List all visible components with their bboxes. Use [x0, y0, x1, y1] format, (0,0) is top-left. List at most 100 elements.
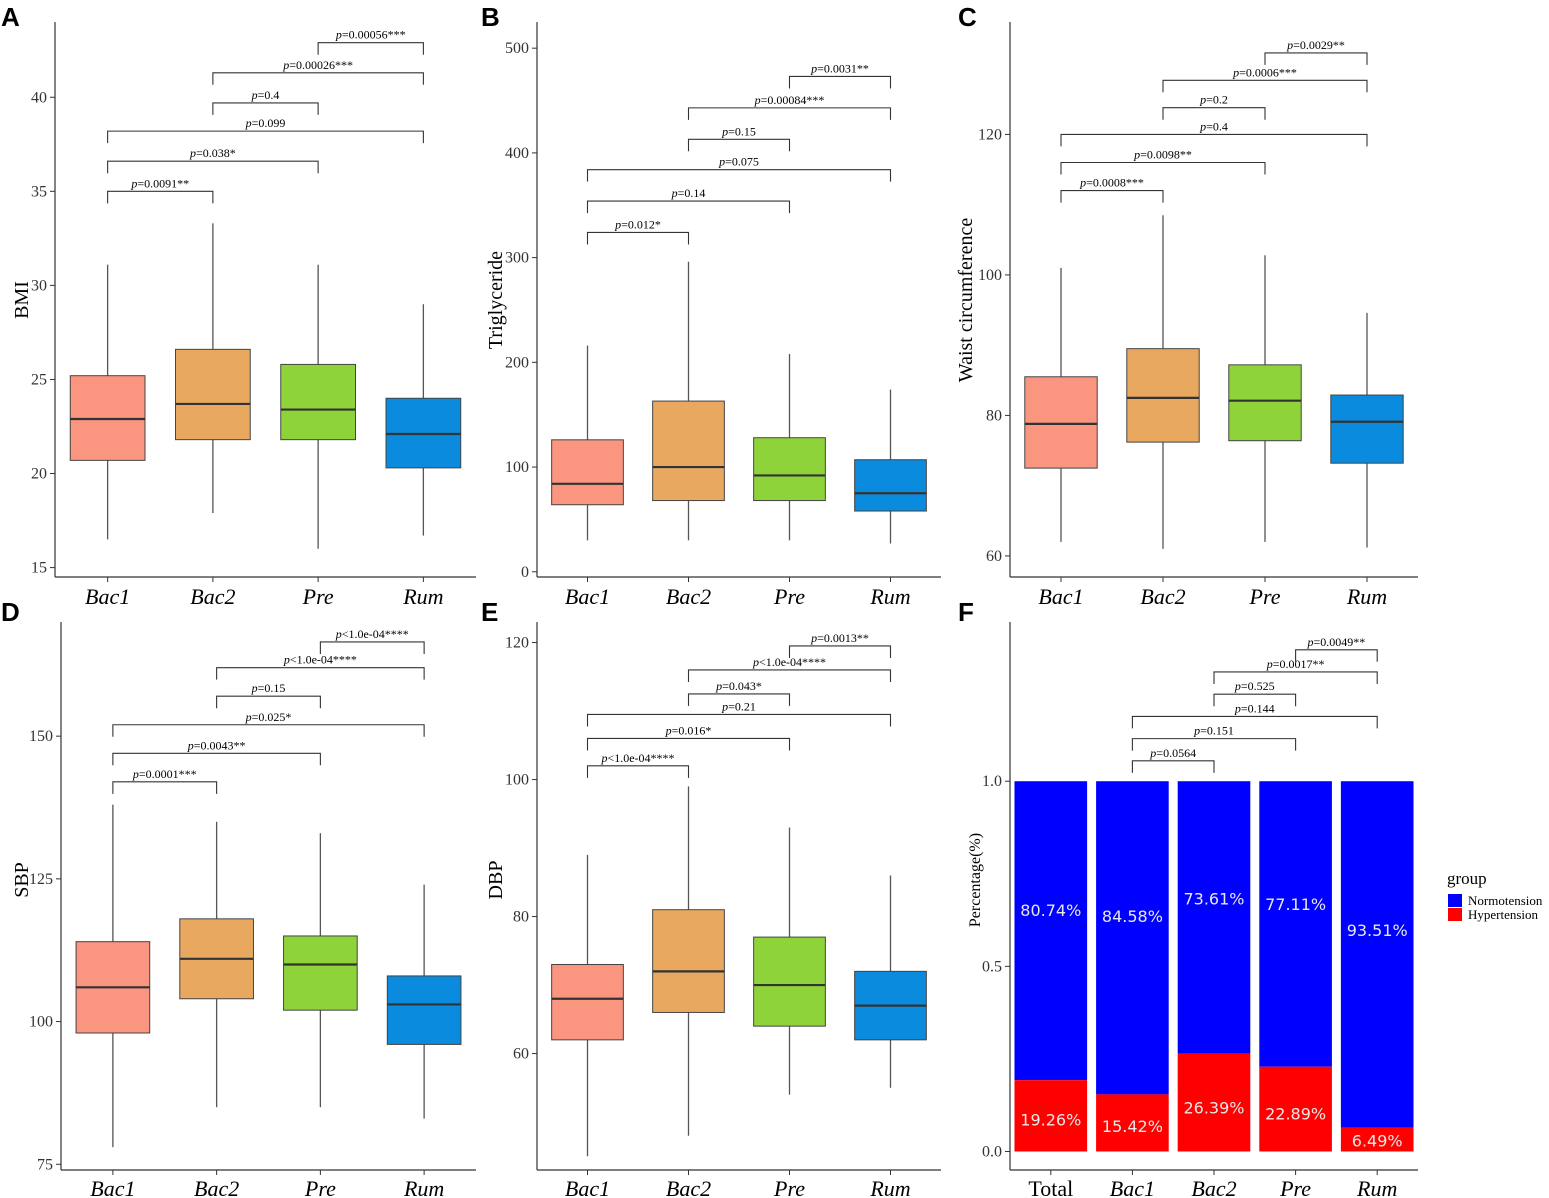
p-symbol: p	[1286, 38, 1293, 52]
p-symbol: p	[1133, 148, 1140, 162]
significance-bracket	[1060, 161, 1266, 175]
p-value-label: p=0.0564	[1149, 746, 1196, 760]
p-value-label: p=0.21	[721, 699, 756, 713]
x-tick-label: Bac1	[565, 584, 610, 609]
significance-bracket	[1131, 760, 1215, 773]
p-value-label: p=0.0029**	[1286, 38, 1345, 52]
x-tick-label: Pre	[1279, 1176, 1311, 1198]
bar-hypertension	[1340, 1127, 1414, 1152]
significance-bracket	[1162, 107, 1266, 120]
p-symbol: p	[245, 710, 252, 724]
p-value: <1.0e-04****	[290, 653, 357, 667]
x-tick-label: Bac2	[194, 1176, 239, 1198]
box-pre	[1228, 364, 1302, 442]
p-symbol: p	[245, 116, 252, 130]
box-bac1	[551, 964, 624, 1041]
bar-normotension	[1340, 781, 1414, 1128]
p-value: =0.0091**	[137, 176, 189, 190]
p-value-label: p=0.15	[251, 681, 286, 695]
box-bac2	[1126, 348, 1200, 443]
y-axis-title: Waist circumference	[955, 218, 977, 383]
p-value: =0.4	[1206, 119, 1228, 133]
significance-bracket	[1264, 52, 1368, 65]
p-value: =0.0098**	[1140, 148, 1192, 162]
bar-normotension	[1096, 781, 1169, 1095]
bar-label: 19.26%	[1020, 1110, 1081, 1129]
y-tick-label: 25	[31, 371, 47, 388]
p-symbol: p	[1149, 746, 1156, 760]
p-symbol: p	[1307, 635, 1314, 649]
p-value: =0.043*	[722, 679, 762, 693]
significance-bracket	[112, 724, 425, 737]
y-axis-title: Percentage(%)	[967, 833, 984, 927]
panel-letter: B	[481, 2, 500, 32]
significance-bracket	[107, 130, 424, 144]
panel-c: C 60 80 100 120 Waist circumference Bac1 Bac2 Pr…	[955, 2, 1418, 609]
significance-bracket	[107, 160, 319, 174]
y-tick-label: 100	[978, 267, 1002, 284]
bar-hypertension	[1014, 1080, 1088, 1152]
p-value-label: p=0.0031**	[810, 61, 869, 75]
significance-bracket	[687, 693, 791, 706]
panel-f: F 0.0 0.5 1.0 Percentage(%) Total Bac1 Bac2 Pre R…	[958, 597, 1543, 1198]
y-tick-label: 0.5	[982, 958, 1002, 975]
p-value: =0.0013**	[817, 631, 869, 645]
p-symbol: p	[1193, 724, 1200, 738]
y-tick-label: 150	[29, 728, 53, 745]
p-symbol: p	[665, 723, 672, 737]
p-value: =0.038*	[196, 146, 236, 160]
x-tick-label: Rum	[1346, 584, 1387, 609]
legend-swatch	[1448, 908, 1462, 921]
significance-bracket	[107, 190, 214, 204]
p-symbol: p	[189, 146, 196, 160]
p-value-label: p=0.012*	[614, 217, 661, 231]
x-tick-label: Bac2	[1191, 1176, 1236, 1198]
bar-label: 84.58%	[1102, 907, 1163, 926]
bar-normotension	[1259, 781, 1332, 1067]
y-tick-label: 75	[37, 1156, 53, 1173]
p-value: =0.016*	[672, 723, 712, 737]
p-value: =0.075	[725, 155, 759, 169]
y-tick-label: 0.0	[982, 1143, 1002, 1160]
x-tick-label: Rum	[402, 584, 443, 609]
p-value-label: p=0.0091**	[130, 176, 189, 190]
p-symbol: p	[614, 217, 621, 231]
p-value-label: p<1.0e-04****	[600, 751, 674, 765]
p-symbol: p	[810, 631, 817, 645]
p-value: =0.0049**	[1314, 635, 1366, 649]
significance-bracket	[1213, 671, 1378, 684]
p-value: =0.0006***	[1239, 65, 1297, 79]
p-value-label: p=0.151	[1193, 724, 1234, 738]
p-value-label: p=0.0001***	[132, 767, 197, 781]
p-value-label: p=0.00026***	[282, 58, 353, 72]
p-value: =0.00026***	[289, 58, 353, 72]
bar-label: 15.42%	[1102, 1117, 1163, 1136]
y-tick-label: 0	[521, 564, 529, 581]
p-symbol: p	[130, 176, 137, 190]
p-symbol: p	[251, 88, 258, 102]
p-value-label: p=0.525	[1234, 679, 1275, 693]
p-value: =0.0029**	[1293, 38, 1345, 52]
p-symbol: p	[721, 699, 728, 713]
x-tick-label: Pre	[302, 584, 334, 609]
significance-bracket	[212, 102, 319, 115]
p-value-label: p=0.0043**	[187, 738, 246, 752]
y-tick-label: 400	[505, 145, 529, 162]
p-symbol: p	[1199, 93, 1206, 107]
p-value-label: p=0.4	[251, 88, 280, 102]
p-symbol: p	[1199, 119, 1206, 133]
y-tick-label: 120	[978, 126, 1002, 143]
significance-bracket	[317, 42, 424, 55]
x-tick-label: Rum	[869, 584, 910, 609]
y-tick-label: 80	[513, 909, 529, 926]
significance-bracket	[687, 138, 791, 152]
p-symbol: p	[335, 28, 342, 42]
bar-label: 73.61%	[1183, 889, 1244, 908]
p-symbol: p	[1232, 65, 1239, 79]
x-tick-label: Rum	[869, 1176, 910, 1198]
p-value: =0.0008***	[1086, 176, 1144, 190]
box-rum	[854, 459, 927, 512]
significance-bracket	[586, 737, 791, 751]
y-tick-label: 15	[31, 560, 47, 577]
